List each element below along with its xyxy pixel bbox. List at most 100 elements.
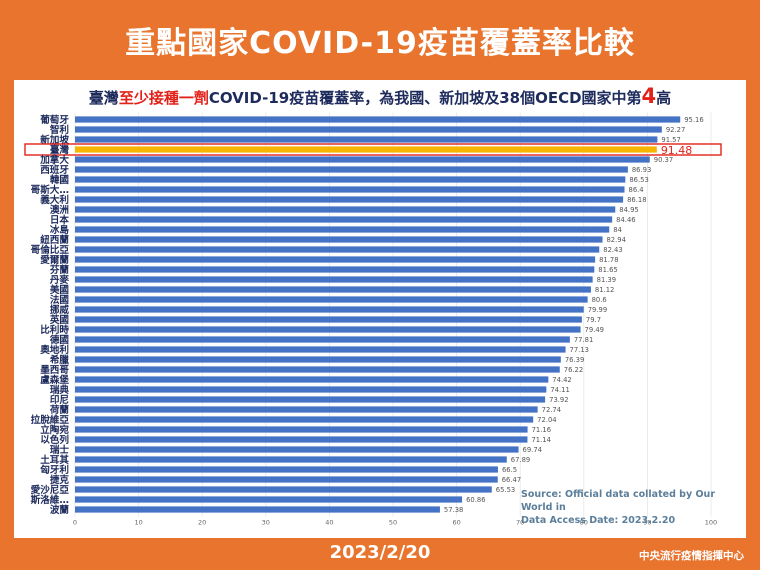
value-label: 76.39 bbox=[565, 356, 584, 364]
bar bbox=[75, 356, 561, 363]
category-label: 挪威 bbox=[50, 304, 70, 316]
subtitle-part1: 臺灣 bbox=[88, 89, 119, 107]
category-label: 葡萄牙 bbox=[39, 114, 69, 126]
category-label: 拉脫維亞 bbox=[31, 414, 70, 426]
x-tick-label: 10 bbox=[134, 519, 142, 527]
value-label: 79.49 bbox=[585, 326, 604, 334]
chart-panel: 臺灣至少接種一劑COVID-19疫苗覆蓋率，為我國、新加坡及38個OECD國家中… bbox=[14, 80, 746, 538]
category-label: 澳洲 bbox=[50, 204, 69, 216]
value-label: 71.14 bbox=[531, 436, 550, 444]
category-label: 愛沙尼亞 bbox=[31, 484, 70, 496]
bar bbox=[75, 496, 463, 503]
bar bbox=[75, 476, 498, 483]
category-label: 墨西哥 bbox=[40, 365, 69, 376]
highlight-bar bbox=[75, 146, 657, 153]
category-label: 日本 bbox=[50, 214, 70, 226]
category-label: 希臘 bbox=[50, 354, 70, 366]
subtitle-part5: 高 bbox=[656, 89, 672, 107]
footer-organization: 中央流行疫情指揮中心 bbox=[639, 550, 744, 562]
bar bbox=[75, 226, 610, 233]
value-label: 65.53 bbox=[496, 486, 515, 494]
bar bbox=[75, 236, 603, 243]
value-label: 81.65 bbox=[598, 266, 617, 274]
bar bbox=[75, 266, 595, 273]
value-label: 77.81 bbox=[574, 336, 593, 344]
value-label: 86.4 bbox=[629, 186, 644, 194]
bar bbox=[75, 306, 584, 313]
category-label: 以色列 bbox=[40, 434, 69, 446]
value-label: 67.89 bbox=[511, 456, 530, 464]
x-tick-label: 30 bbox=[262, 519, 270, 527]
value-label: 72.74 bbox=[542, 406, 561, 414]
category-label: 智利 bbox=[49, 124, 69, 136]
value-label: 71.16 bbox=[532, 426, 551, 434]
bar bbox=[75, 316, 582, 323]
bar bbox=[75, 326, 581, 333]
category-label: 哥倫比亞 bbox=[31, 244, 70, 256]
category-label: 荷蘭 bbox=[49, 404, 70, 416]
x-tick-label: 70 bbox=[516, 519, 524, 527]
value-label: 86.18 bbox=[627, 196, 646, 204]
bar bbox=[75, 506, 440, 513]
bar bbox=[75, 366, 560, 373]
category-label: 丹麥 bbox=[49, 274, 70, 286]
value-label: 81.78 bbox=[599, 256, 618, 264]
category-label: 斯洛維… bbox=[31, 494, 69, 506]
bar bbox=[75, 196, 624, 203]
category-label: 法國 bbox=[50, 294, 69, 306]
source-line-1: Source: Official data collated by Our Wo… bbox=[521, 489, 715, 513]
value-label: 72.04 bbox=[537, 416, 556, 424]
bar bbox=[75, 136, 658, 143]
x-tick-label: 90 bbox=[643, 519, 651, 527]
value-label: 74.42 bbox=[552, 376, 571, 384]
chart-subtitle: 臺灣至少接種一劑COVID-19疫苗覆蓋率，為我國、新加坡及38個OECD國家中… bbox=[14, 84, 746, 108]
category-label: 紐西蘭 bbox=[40, 234, 69, 246]
category-label: 芬蘭 bbox=[49, 264, 70, 276]
bar bbox=[75, 296, 588, 303]
x-tick-label: 60 bbox=[452, 519, 460, 527]
value-label: 82.43 bbox=[603, 246, 622, 254]
category-label: 瑞士 bbox=[50, 444, 70, 456]
x-tick-label: 20 bbox=[198, 519, 206, 527]
value-label: 86.93 bbox=[632, 166, 651, 174]
value-label: 77.13 bbox=[570, 346, 589, 354]
x-tick-label: 40 bbox=[325, 519, 333, 527]
value-label: 73.92 bbox=[549, 396, 568, 404]
category-label: 瑞典 bbox=[50, 384, 70, 396]
value-label: 69.74 bbox=[523, 446, 542, 454]
bar bbox=[75, 176, 626, 183]
source-note: Source: Official data collated by Our Wo… bbox=[521, 488, 746, 527]
bar bbox=[75, 396, 546, 403]
value-label: 82.94 bbox=[606, 236, 625, 244]
category-label: 印尼 bbox=[50, 394, 70, 406]
category-label: 義大利 bbox=[40, 194, 69, 206]
bar bbox=[75, 156, 650, 163]
value-label: 79.99 bbox=[588, 306, 607, 314]
value-label: 95.16 bbox=[684, 116, 703, 124]
category-label: 加拿大 bbox=[39, 154, 69, 166]
value-label: 74.11 bbox=[550, 386, 569, 394]
category-label: 哥斯大… bbox=[31, 184, 69, 196]
value-label: 76.22 bbox=[564, 366, 583, 374]
value-label: 84.95 bbox=[619, 206, 638, 214]
value-label: 90.37 bbox=[654, 156, 673, 164]
bar bbox=[75, 256, 596, 263]
bar bbox=[75, 466, 498, 473]
bar bbox=[75, 456, 507, 463]
bar bbox=[75, 346, 566, 353]
category-label: 立陶宛 bbox=[40, 424, 69, 436]
bar bbox=[75, 416, 534, 423]
x-tick-label: 0 bbox=[73, 519, 77, 527]
bar bbox=[75, 406, 538, 413]
bar bbox=[75, 186, 625, 193]
category-label: 盧森堡 bbox=[40, 374, 69, 386]
bar bbox=[75, 216, 613, 223]
highlight-value-label: 91.48 bbox=[661, 144, 693, 157]
value-label: 60.86 bbox=[466, 496, 485, 504]
category-label: 臺灣 bbox=[50, 144, 70, 156]
page-title: 重點國家COVID-19疫苗覆蓋率比較 bbox=[125, 26, 635, 61]
x-tick-label: 100 bbox=[705, 519, 717, 527]
footer-bar: 2023/2/20 中央流行疫情指揮中心 bbox=[0, 538, 760, 570]
subtitle-rank: 4 bbox=[641, 84, 657, 108]
bar bbox=[75, 436, 528, 443]
